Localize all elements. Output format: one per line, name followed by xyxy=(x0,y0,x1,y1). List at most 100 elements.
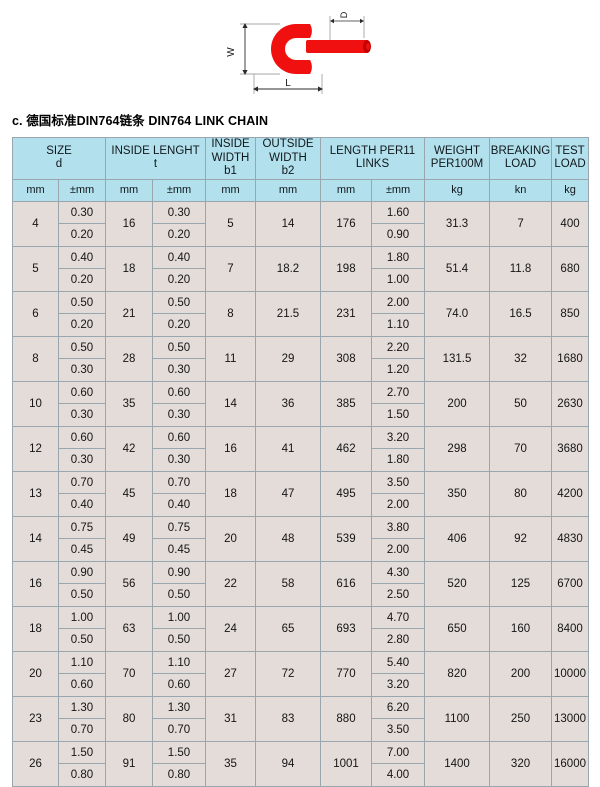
cell-breaking-load: 50 xyxy=(489,380,553,427)
cell-breaking-load: 320 xyxy=(489,740,553,787)
unit-weight-kg: kg xyxy=(424,178,491,202)
cell-breaking-load: 92 xyxy=(489,515,553,562)
cell-link-length-tolerance-upper: 3.50 xyxy=(372,471,425,494)
unit-test-kg: kg xyxy=(551,178,590,202)
cell-test-load: 2630 xyxy=(551,380,590,427)
cell-size: 12 xyxy=(12,425,59,472)
cell-test-load: 3680 xyxy=(551,425,590,472)
cell-inside-length-tolerance-upper: 0.70 xyxy=(153,471,205,494)
header-inside-length: INSIDE LENGHT t xyxy=(105,137,206,180)
cell-link-length-tolerance-upper: 1.80 xyxy=(372,246,425,269)
cell-inside-length-tolerance-upper: 1.30 xyxy=(153,696,205,719)
table-row: 6 0.50 0.20 21 0.50 0.20 8 21.5 231 2.00 1.10 74.0 1… xyxy=(12,290,590,337)
cell-outside-width: 18.2 xyxy=(255,245,321,292)
cell-outside-width: 47 xyxy=(255,470,321,517)
diameter-dimension-arrow xyxy=(330,18,364,24)
cell-inside-width: 5 xyxy=(205,200,256,247)
header-inside-length-title: INSIDE LENGHT xyxy=(111,144,200,157)
cell-link-length: 880 xyxy=(320,695,372,742)
cell-inside-width: 11 xyxy=(205,335,256,382)
cell-size-tolerance-lower: 0.45 xyxy=(59,538,105,561)
cell-test-load: 16000 xyxy=(551,740,590,787)
cell-inside-width: 35 xyxy=(205,740,256,787)
cell-inside-length-tolerance-upper: 1.00 xyxy=(153,606,205,629)
header-length-per-11-links: LENGTH PER11 LINKS xyxy=(319,137,426,180)
cell-size: 8 xyxy=(12,335,59,382)
cell-inside-length-tolerance-upper: 0.50 xyxy=(153,336,205,359)
cell-size-tolerance-upper: 0.50 xyxy=(59,291,105,314)
cell-inside-length: 35 xyxy=(105,380,153,427)
cell-inside-length-tolerance: 1.00 0.50 xyxy=(152,605,206,652)
cell-link-length: 198 xyxy=(320,245,372,292)
cell-size-tolerance: 0.90 0.50 xyxy=(58,560,106,607)
cell-inside-length-tolerance: 0.30 0.20 xyxy=(152,200,206,247)
cell-link-length-tolerance-lower: 0.90 xyxy=(372,223,425,246)
cell-size-tolerance: 0.60 0.30 xyxy=(58,380,106,427)
cell-size-tolerance: 1.10 0.60 xyxy=(58,650,106,697)
cell-weight: 74.0 xyxy=(424,290,491,337)
cell-link-length: 308 xyxy=(320,335,372,382)
cell-size-tolerance-lower: 0.50 xyxy=(59,628,105,651)
table-row: 10 0.60 0.30 35 0.60 0.30 14 36 385 2.70 1.50 200 50… xyxy=(12,380,590,427)
table-row: 4 0.30 0.20 16 0.30 0.20 5 14 176 1.60 0.90 31.3 7 40… xyxy=(12,200,590,247)
cell-size: 6 xyxy=(12,290,59,337)
cell-link-length-tolerance: 4.70 2.80 xyxy=(370,605,426,652)
cell-link-length-tolerance-upper: 2.00 xyxy=(372,291,425,314)
cell-test-load: 850 xyxy=(551,290,590,337)
cell-size-tolerance-upper: 0.60 xyxy=(59,426,105,449)
cell-inside-length: 56 xyxy=(105,560,153,607)
cell-size-tolerance: 0.70 0.40 xyxy=(58,470,106,517)
cell-inside-length: 16 xyxy=(105,200,153,247)
header-row-units: mm ±mm mm ±mm mm mm mm ±mm kg kn kg xyxy=(12,178,590,202)
cell-inside-width: 22 xyxy=(205,560,256,607)
cell-link-length: 495 xyxy=(320,470,372,517)
table-row: 23 1.30 0.70 80 1.30 0.70 31 83 880 6.20 3.50 1100 2… xyxy=(12,695,590,742)
cell-link-length-tolerance-upper: 3.80 xyxy=(372,516,425,539)
cell-link-length-tolerance-lower: 2.50 xyxy=(372,583,425,606)
cell-size-tolerance: 1.50 0.80 xyxy=(58,740,106,787)
cell-outside-width: 65 xyxy=(255,605,321,652)
cell-breaking-load: 11.8 xyxy=(489,245,553,292)
cell-inside-length-tolerance-lower: 0.60 xyxy=(153,673,205,696)
cell-outside-width: 94 xyxy=(255,740,321,787)
table-row: 12 0.60 0.30 42 0.60 0.30 16 41 462 3.20 1.80 298 70… xyxy=(12,425,590,472)
cell-inside-length-tolerance-upper: 0.60 xyxy=(153,426,205,449)
table-row: 20 1.10 0.60 70 1.10 0.60 27 72 770 5.40 3.20 820 20… xyxy=(12,650,590,697)
din764-link-chain-spec-table: SIZE d INSIDE LENGHT t INSIDE WIDTH b1 O… xyxy=(12,137,590,787)
cell-weight: 406 xyxy=(424,515,491,562)
table-row: 14 0.75 0.45 49 0.75 0.45 20 48 539 3.80 2.00 406 92… xyxy=(12,515,590,562)
cell-weight: 350 xyxy=(424,470,491,517)
cell-weight: 820 xyxy=(424,650,491,697)
cell-inside-length-tolerance-upper: 0.60 xyxy=(153,381,205,404)
cell-size: 5 xyxy=(12,245,59,292)
cell-breaking-load: 125 xyxy=(489,560,553,607)
cell-inside-length: 42 xyxy=(105,425,153,472)
cell-size: 13 xyxy=(12,470,59,517)
cell-inside-width: 16 xyxy=(205,425,256,472)
cell-size-tolerance-lower: 0.30 xyxy=(59,358,105,381)
cell-size: 10 xyxy=(12,380,59,427)
cell-inside-length-tolerance-lower: 0.20 xyxy=(153,223,205,246)
cell-inside-width: 14 xyxy=(205,380,256,427)
header-outside-width-symbol: b2 xyxy=(281,165,295,178)
cell-weight: 1400 xyxy=(424,740,491,787)
cell-weight: 51.4 xyxy=(424,245,491,292)
header-size-symbol: d xyxy=(55,158,63,171)
cell-size-tolerance-lower: 0.30 xyxy=(59,448,105,471)
unit-link-length-mm: mm xyxy=(320,178,372,202)
header-inside-width-title: INSIDE WIDTH xyxy=(211,138,250,164)
cell-link-length-tolerance-upper: 1.60 xyxy=(372,201,425,224)
cell-size-tolerance-upper: 1.50 xyxy=(59,741,105,764)
cell-inside-length: 28 xyxy=(105,335,153,382)
cell-inside-length-tolerance: 1.30 0.70 xyxy=(152,695,206,742)
cell-inside-length-tolerance-upper: 0.75 xyxy=(153,516,205,539)
cell-inside-length-tolerance-upper: 0.30 xyxy=(153,201,205,224)
cell-breaking-load: 160 xyxy=(489,605,553,652)
cell-breaking-load: 80 xyxy=(489,470,553,517)
unit-breaking-kn: kn xyxy=(489,178,553,202)
cell-inside-length: 18 xyxy=(105,245,153,292)
header-weight-per-100m: WEIGHT PER100M xyxy=(424,137,491,180)
cell-size-tolerance-upper: 0.60 xyxy=(59,381,105,404)
cell-link-length-tolerance-lower: 2.00 xyxy=(372,538,425,561)
chain-link-drawing: W L D xyxy=(226,11,371,94)
